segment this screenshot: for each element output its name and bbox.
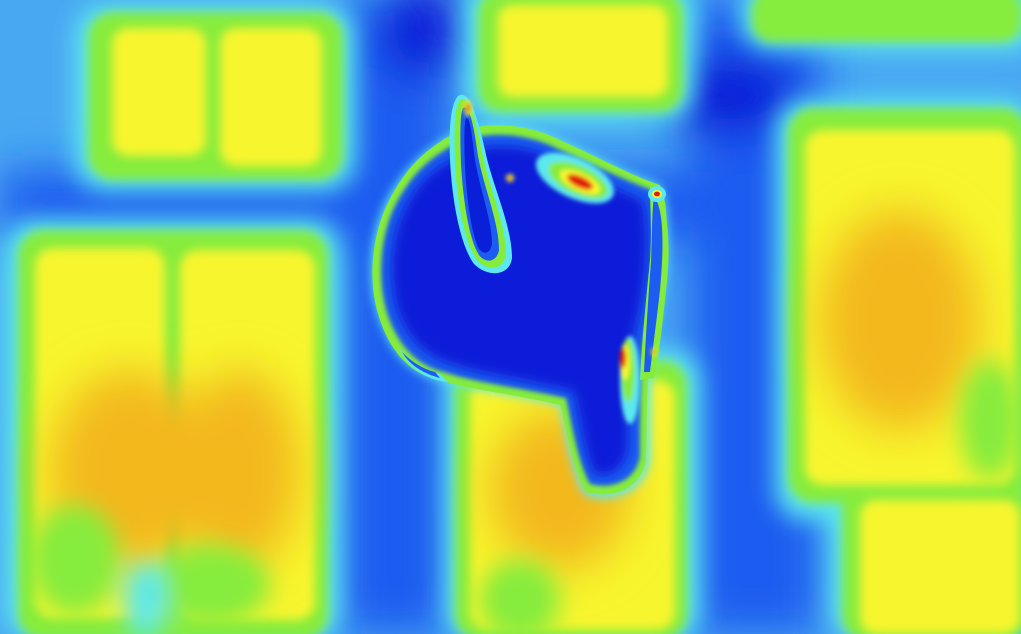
- ground-clutter: [30, 360, 1020, 634]
- teapot-base: [398, 346, 448, 382]
- lid-highlight: [536, 152, 614, 204]
- teapot-handle: [449, 94, 512, 274]
- teapot: [371, 94, 669, 499]
- teapot-spout: [640, 186, 669, 380]
